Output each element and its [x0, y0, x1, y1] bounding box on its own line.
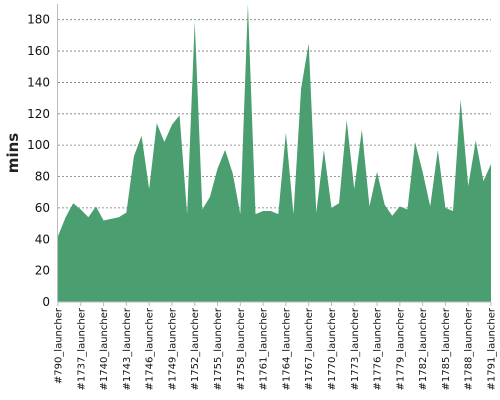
x-tick-label: #1737_launcher — [76, 307, 87, 390]
y-tick-label: 40 — [35, 232, 50, 246]
x-tick-label: #1758_launcher — [236, 307, 247, 390]
series-area — [58, 4, 491, 302]
y-tick-label: 80 — [35, 170, 50, 184]
x-tick-label: #1761_launcher — [259, 307, 270, 390]
x-tick-label: #790_launcher — [54, 307, 65, 384]
y-tick-label: 180 — [27, 13, 50, 27]
x-tick-label: #1779_launcher — [395, 307, 406, 390]
x-tick-label: #1785_launcher — [441, 307, 452, 390]
x-tick-label: #1782_launcher — [418, 307, 429, 390]
x-tick-labels: #790_launcher #1737_launcher #1740_launche… — [54, 302, 498, 391]
x-tick-label: #1764_launcher — [281, 307, 292, 390]
y-tick-label: 60 — [35, 201, 50, 215]
y-tick-label: 120 — [27, 107, 50, 121]
x-tick-label: #1740_launcher — [99, 307, 110, 390]
y-tick-label: 100 — [27, 138, 50, 152]
x-tick-label: #1773_launcher — [350, 307, 361, 390]
x-tick-label: #1743_launcher — [122, 307, 133, 390]
y-tick-label: 0 — [42, 295, 50, 309]
y-tick-label: 160 — [27, 44, 50, 58]
x-tick-label: #1788_launcher — [464, 307, 475, 390]
axes — [57, 4, 491, 303]
y-tick-label: 140 — [27, 75, 50, 89]
x-tick-label: #1755_launcher — [213, 307, 224, 390]
x-tick-label: #1749_launcher — [167, 307, 178, 390]
y-axis-label: mins — [4, 133, 22, 173]
x-tick-label: #1791_launcher — [487, 307, 498, 390]
x-tick-label: #1767_launcher — [304, 307, 315, 390]
y-tick-labels: 0 20 40 60 80 100 120 140 160 180 — [27, 13, 50, 309]
x-tick-label: #1776_launcher — [373, 307, 384, 390]
y-tick-label: 20 — [35, 264, 50, 278]
x-tick-label: #1770_launcher — [327, 307, 338, 390]
x-tick-label: #1752_launcher — [190, 307, 201, 390]
x-tick-label: #1746_launcher — [145, 307, 156, 390]
